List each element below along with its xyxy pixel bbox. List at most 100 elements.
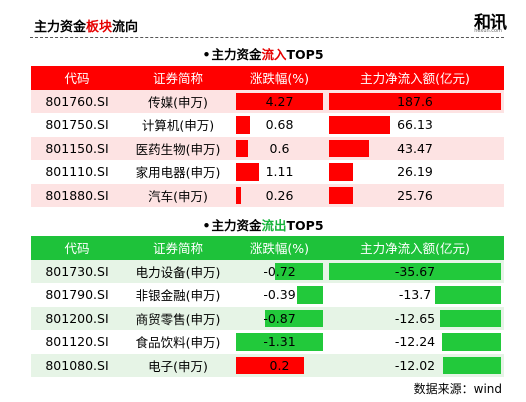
net-inflow-bar-track — [329, 116, 501, 134]
change-percent-cell: -0.39 — [233, 283, 326, 307]
security-code: 801880.SI — [45, 187, 109, 203]
net-inflow-bar — [440, 309, 501, 327]
security-code: 801110.SI — [45, 164, 109, 180]
table-row: 801790.SI 非银金融(申万) -0.39 -13.7 — [31, 283, 504, 307]
security-code: 801080.SI — [45, 357, 109, 373]
table-row: 801880.SI 汽车(申万) 0.26 25.76 — [31, 183, 504, 208]
net-inflow-amount: 25.76 — [397, 187, 433, 203]
change-bar — [236, 356, 304, 374]
net-inflow-amount: 66.13 — [397, 117, 433, 133]
change-percent: -0.39 — [263, 287, 296, 303]
security-name: 传媒(申万) — [148, 94, 208, 110]
change-percent-cell: -0.72 — [233, 260, 326, 284]
net-inflow-bar — [443, 356, 501, 374]
net-inflow-bar-track — [329, 92, 501, 110]
table-row: 801760.SI 传媒(申万) 4.27 187.6 — [31, 89, 504, 114]
change-bar — [265, 309, 323, 327]
change-bar — [275, 262, 323, 280]
table-row: 801150.SI 医药生物(申万) 0.6 43.47 — [31, 136, 504, 161]
security-code: 801120.SI — [45, 334, 109, 350]
net-inflow-bar — [329, 92, 501, 110]
change-bar-track — [236, 92, 323, 110]
change-percent-cell: -1.31 — [233, 330, 326, 354]
net-inflow-bar-track — [329, 139, 501, 157]
net-inflow-cell: 26.19 — [326, 160, 504, 184]
security-code: 801730.SI — [45, 263, 109, 279]
column-header: 证券简称 — [152, 241, 203, 257]
net-inflow-bar-track — [329, 286, 501, 304]
net-inflow-bar-track — [329, 163, 501, 181]
change-percent-cell: -0.87 — [233, 307, 326, 331]
report-header: 主力资金板块流向 和讯 hexun.com — [14, 8, 514, 36]
data-source-note: 数据来源：wind — [413, 382, 502, 396]
change-percent: 0.6 — [269, 140, 290, 156]
security-name: 医药生物(申万) — [135, 141, 221, 157]
change-bar-track — [236, 333, 323, 351]
change-percent: 0.26 — [265, 187, 294, 203]
column-header: 证券简称 — [152, 71, 203, 87]
net-inflow-bar-track — [329, 333, 501, 351]
change-bar-track — [236, 356, 323, 374]
net-inflow-cell: 43.47 — [326, 137, 504, 161]
net-inflow-cell: -13.7 — [326, 283, 504, 307]
net-inflow-bar — [329, 163, 353, 181]
net-inflow-bar-track — [329, 262, 501, 280]
net-inflow-bar — [329, 186, 353, 204]
table-row: 801730.SI 电力设备(申万) -0.72 -35.67 — [31, 259, 504, 284]
net-inflow-amount: -35.67 — [394, 263, 436, 279]
security-name: 汽车(申万) — [148, 188, 208, 204]
net-inflow-cell: -12.24 — [326, 330, 504, 354]
net-inflow-bar — [442, 333, 501, 351]
table-header-row: 代码 证券简称 涨跌幅(%) 主力净流入额(亿元) — [31, 66, 504, 90]
change-percent: -1.31 — [263, 334, 296, 350]
security-code: 801200.SI — [45, 310, 109, 326]
change-bar-track — [236, 116, 323, 134]
inflow-section-title: •主力资金流入TOP5 — [202, 47, 324, 62]
security-code: 801150.SI — [45, 140, 109, 156]
security-name: 非银金融(申万) — [135, 288, 221, 304]
table-row: 801120.SI 食品饮料(申万) -1.31 -12.24 — [31, 330, 504, 354]
column-header: 涨跌幅(%) — [249, 241, 310, 257]
change-percent-cell: 4.27 — [233, 90, 326, 114]
security-name: 商贸零售(申万) — [135, 311, 221, 327]
change-percent: 0.68 — [265, 117, 294, 133]
change-percent-cell: 0.6 — [233, 137, 326, 161]
net-inflow-cell: -12.02 — [326, 354, 504, 378]
security-code: 801790.SI — [45, 287, 109, 303]
change-bar — [236, 333, 323, 351]
net-inflow-bar — [329, 116, 390, 134]
column-header: 主力净流入额(亿元) — [360, 71, 470, 87]
column-header: 代码 — [64, 241, 90, 257]
net-inflow-cell: 187.6 — [326, 90, 504, 114]
net-inflow-bar-track — [329, 356, 501, 374]
hexun-logo: 和讯 hexun.com — [446, 8, 507, 36]
net-inflow-amount: 26.19 — [397, 164, 433, 180]
outflow-table: 代码 证券简称 涨跌幅(%) 主力净流入额(亿元) 801730.SI 电力设备(申万) -… — [31, 236, 504, 377]
logo-text: 和讯 — [474, 13, 507, 33]
column-header: 涨跌幅(%) — [249, 71, 310, 87]
security-name: 家用电器(申万) — [135, 165, 221, 181]
net-inflow-bar-track — [329, 186, 501, 204]
security-code: 801750.SI — [45, 117, 109, 133]
security-name: 电力设备(申万) — [135, 264, 221, 280]
change-percent-cell: 0.68 — [233, 113, 326, 137]
header-divider — [30, 37, 504, 38]
net-inflow-bar-track — [329, 309, 501, 327]
net-inflow-amount: -12.24 — [394, 334, 436, 350]
page-title: 主力资金板块流向 — [34, 20, 139, 35]
security-name: 电子(申万) — [148, 358, 208, 374]
net-inflow-amount: -12.65 — [394, 310, 436, 326]
change-percent-cell: 0.2 — [233, 354, 326, 378]
net-inflow-cell: 66.13 — [326, 113, 504, 137]
net-inflow-cell: -12.65 — [326, 307, 504, 331]
change-bar-track — [236, 186, 323, 204]
change-bar — [297, 286, 323, 304]
change-bar — [236, 163, 259, 181]
net-inflow-bar — [329, 262, 501, 280]
table-row: 801750.SI 计算机(申万) 0.68 66.13 — [31, 113, 504, 137]
change-percent-cell: 0.26 — [233, 184, 326, 208]
security-name: 食品饮料(申万) — [135, 335, 221, 351]
change-percent: 4.27 — [265, 93, 294, 109]
change-bar-track — [236, 139, 323, 157]
change-bar-track — [236, 163, 323, 181]
